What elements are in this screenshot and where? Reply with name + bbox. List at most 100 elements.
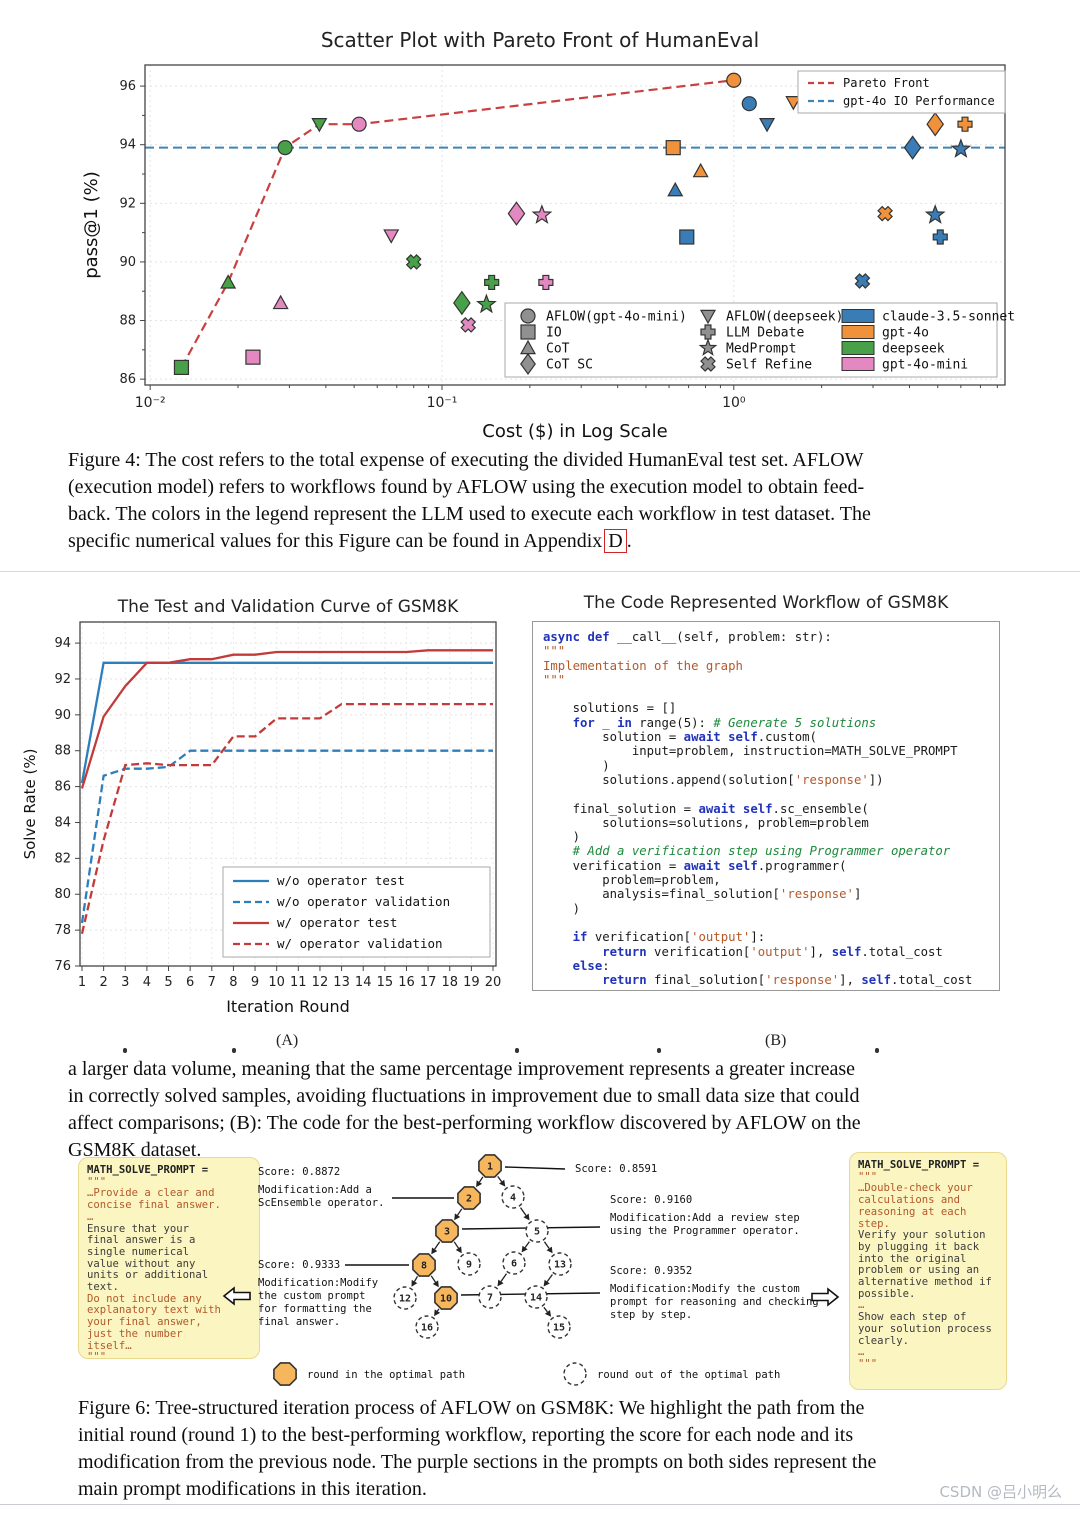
y-axis-label: pass@1 (%) <box>81 171 102 279</box>
prompt-line: …Double-check your <box>858 1182 973 1195</box>
svg-text:for formatting the: for formatting the <box>258 1303 372 1315</box>
math-solve-prompt-left: MATH_SOLVE_PROMPT = """ …Provide a clear a… <box>78 1157 260 1359</box>
svg-text:90: 90 <box>54 708 71 723</box>
caption-line: GSM8K dataset. <box>68 1139 202 1161</box>
line-legend: Pareto Front gpt-4o IO Performance <box>797 70 1006 114</box>
svg-text:1: 1 <box>78 975 86 990</box>
code-panel: async def __call__(self, problem: str): "… <box>532 621 1000 991</box>
svg-text:86: 86 <box>119 372 136 387</box>
prompt-line: single numerical <box>87 1245 190 1258</box>
y-axis: 76 78 80 82 84 86 88 90 92 94 <box>54 636 80 974</box>
prompt-line: Ensure that your <box>87 1222 190 1235</box>
caption-text: . <box>626 530 632 552</box>
y-axis: 86 88 90 92 94 96 <box>119 79 145 387</box>
caption-line: back. The colors in the legend represent… <box>68 503 871 525</box>
x-axis: 10⁻² 10⁻¹ 10⁰ <box>135 385 998 411</box>
series-0 <box>80 661 493 784</box>
caption-line: specific numerical values for this Figur… <box>68 528 1016 555</box>
svg-text:9: 9 <box>466 1260 472 1271</box>
svg-text:9: 9 <box>251 975 259 990</box>
caption-text: specific numerical values for this Figur… <box>68 530 603 552</box>
section-divider <box>0 571 1080 572</box>
svg-text:10: 10 <box>440 1294 452 1305</box>
subfigure-label-b: (B) <box>765 1032 787 1049</box>
svg-text:20: 20 <box>485 975 502 990</box>
svg-text:claude-3.5-sonnet: claude-3.5-sonnet <box>882 310 1015 325</box>
svg-text:gpt-4o-mini: gpt-4o-mini <box>882 358 968 373</box>
round-node-12 <box>393 1286 417 1310</box>
prompt-line: possible. <box>858 1287 916 1300</box>
prompt-line: problem or using an <box>858 1264 980 1277</box>
left-block-arrow-icon <box>222 1286 251 1306</box>
svg-text:Modification:Modify: Modification:Modify <box>258 1277 378 1289</box>
prompt-line: … <box>858 1346 865 1359</box>
svg-text:ScEnsemble operator.: ScEnsemble operator. <box>258 1197 384 1209</box>
tree-legend: round in the optimal path round out of th… <box>273 1362 780 1386</box>
svg-text:15: 15 <box>553 1323 565 1334</box>
svg-text:w/o operator test: w/o operator test <box>277 873 405 888</box>
svg-text:Pareto Front: Pareto Front <box>843 76 930 90</box>
svg-text:16: 16 <box>421 1323 433 1334</box>
svg-text:8: 8 <box>229 975 237 990</box>
appendix-link[interactable]: D <box>604 529 627 553</box>
svg-text:13: 13 <box>554 1260 566 1271</box>
round-node-2 <box>457 1186 481 1210</box>
svg-text:86: 86 <box>54 780 71 795</box>
caption-line: (execution model) refers to workflows fo… <box>68 476 865 498</box>
svg-text:82: 82 <box>54 851 71 866</box>
scatter-points <box>173 72 973 376</box>
caption-line: affect comparisons; (B): The code for th… <box>68 1112 861 1134</box>
svg-text:gpt-4o: gpt-4o <box>882 326 929 341</box>
svg-text:90: 90 <box>119 255 136 270</box>
prompt-line: """ <box>87 1351 107 1359</box>
gsm8k-line-chart: The Test and Validation Curve of GSM8K 76… <box>21 597 502 1016</box>
prompt-line: your solution process <box>858 1322 992 1335</box>
caption-line: initial round (round 1) to the best-perf… <box>78 1424 854 1446</box>
svg-text:96: 96 <box>119 79 136 94</box>
round-node-4 <box>501 1185 525 1209</box>
svg-text:w/o operator validation: w/o operator validation <box>277 894 450 909</box>
svg-text:round out of the optimal path: round out of the optimal path <box>597 1369 780 1381</box>
svg-text:76: 76 <box>54 959 71 974</box>
round-node-5 <box>525 1219 549 1243</box>
svg-text:4: 4 <box>510 1193 516 1204</box>
series-1 <box>80 749 493 924</box>
svg-text:11: 11 <box>290 975 307 990</box>
math-solve-prompt-right: MATH_SOLVE_PROMPT = """ …Double-check your… <box>849 1152 1007 1390</box>
svg-text:84: 84 <box>54 815 71 830</box>
svg-text:94: 94 <box>54 636 71 651</box>
svg-text:15: 15 <box>377 975 394 990</box>
prompt-line: Do not include any <box>87 1292 202 1305</box>
prompt-line: step. <box>858 1217 890 1230</box>
prompt-line: alternative method if <box>858 1276 992 1289</box>
prompt-line: final answer is a <box>87 1234 196 1247</box>
annotation-texts: Score: 0.8591 Score: 0.8872 Modification:A… <box>258 1163 819 1328</box>
prompt-line: reasoning at each <box>858 1205 967 1218</box>
svg-text:13: 13 <box>333 975 350 990</box>
svg-text:92: 92 <box>119 196 136 211</box>
subfigure-label-a: (A) <box>276 1032 299 1049</box>
scatter-chart: 86 88 90 92 94 96 10⁻² 10⁻¹ 10⁰ Cost ($) in Log S… <box>81 64 1015 442</box>
svg-text:12: 12 <box>312 975 329 990</box>
svg-text:94: 94 <box>119 138 136 153</box>
svg-text:10⁻¹: 10⁻¹ <box>427 395 458 411</box>
svg-text:7: 7 <box>487 1293 493 1304</box>
round-node-15 <box>547 1315 571 1339</box>
svg-text:2: 2 <box>99 975 107 990</box>
svg-text:3: 3 <box>444 1227 450 1238</box>
svg-text:round in the optimal path: round in the optimal path <box>307 1369 465 1381</box>
legend: w/o operator test w/o operator validation… <box>222 866 491 958</box>
chart-title: The Test and Validation Curve of GSM8K <box>117 597 459 617</box>
round-node-16 <box>415 1315 439 1339</box>
svg-text:Modification:Add a: Modification:Add a <box>258 1184 372 1196</box>
svg-text:IO: IO <box>546 326 562 341</box>
svg-text:10: 10 <box>268 975 285 990</box>
svg-text:80: 80 <box>54 887 71 902</box>
prompt-line: """ <box>858 1357 878 1370</box>
right-block-arrow-icon <box>811 1287 840 1307</box>
y-axis-label: Solve Rate (%) <box>21 749 39 860</box>
round-node-9 <box>457 1252 481 1276</box>
